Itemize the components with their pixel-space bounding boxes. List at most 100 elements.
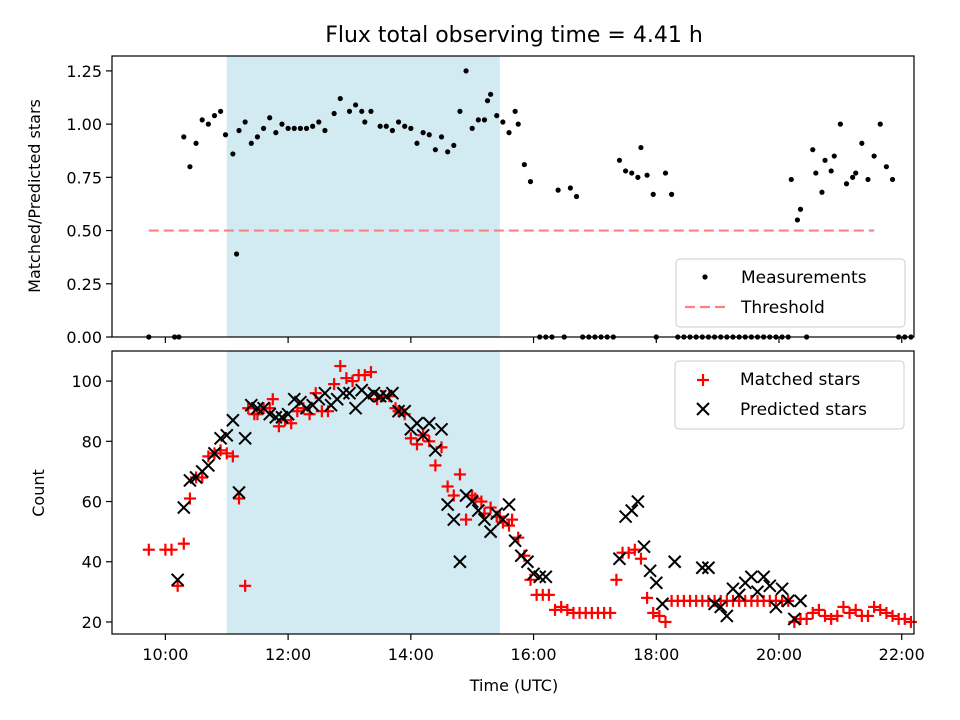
measurement-point: [629, 170, 635, 176]
predicted-star-point: [631, 494, 645, 509]
bottom-shaded-span: [226, 351, 500, 634]
measurement-point: [273, 130, 279, 136]
matched-star-point: [142, 543, 155, 556]
matched-star-point: [880, 606, 893, 619]
matched-star-point: [868, 600, 881, 613]
measurement-point: [457, 108, 463, 114]
measurement-point: [488, 91, 494, 97]
legend-threshold-label: Threshold: [740, 298, 825, 318]
top-y-tick-label: 0.75: [66, 168, 102, 187]
measurement-point: [310, 123, 316, 129]
measurement-point: [527, 178, 534, 185]
measurement-point: [567, 185, 573, 191]
measurement-point: [850, 174, 856, 180]
measurement-point: [515, 121, 521, 127]
matched-star-point: [340, 372, 353, 385]
measurement-point: [859, 140, 865, 146]
measurement-point: [420, 130, 426, 136]
predicted-star-point: [701, 561, 716, 575]
matched-star-point: [358, 369, 371, 382]
matched-star-point: [659, 615, 672, 628]
matched-star-point: [653, 609, 666, 622]
x-tick-label: 10:00: [142, 645, 188, 664]
measurement-point: [432, 147, 438, 153]
matched-star-point: [831, 609, 844, 622]
measurement-point: [445, 149, 451, 155]
top-y-tick-label: 0.25: [66, 275, 102, 294]
predicted-star-point: [787, 612, 802, 626]
matched-star-point: [346, 375, 359, 388]
bottom-panel: 20 40 60 80 100 10:00 12:00 14:00 16:00 18:00 20:…: [29, 350, 925, 695]
measurement-point: [222, 132, 229, 138]
predicted-star-point: [667, 555, 682, 569]
measurement-point: [218, 108, 224, 114]
measurement-point: [555, 187, 561, 193]
matched-star-point: [272, 420, 285, 433]
measurement-point: [187, 164, 193, 170]
predicted-star-point: [342, 386, 357, 400]
measurement-point: [788, 176, 794, 183]
bottom-x-ticks: 10:00 12:00 14:00 16:00 18:00 20:00 22:00: [142, 634, 925, 664]
top-y-axis-label: Matched/Predicted stars: [25, 99, 44, 293]
predicted-star-point: [397, 404, 412, 418]
predicted-star-point: [655, 597, 670, 611]
measurement-point: [822, 157, 828, 163]
measurement-point: [644, 172, 650, 178]
matched-star-point: [453, 468, 466, 481]
predicted-star-point: [422, 416, 436, 430]
matched-star-point: [364, 366, 377, 379]
predicted-star-point: [177, 500, 191, 515]
top-legend: Measurements Threshold: [675, 258, 906, 328]
x-tick-label: 18:00: [633, 645, 679, 664]
measurement-point: [346, 108, 353, 114]
legend-measurements-label: Measurements: [741, 268, 867, 288]
matched-star-point: [886, 609, 899, 622]
predicted-star-point: [232, 485, 246, 500]
measurement-point: [622, 168, 629, 174]
predicted-star-point: [643, 564, 657, 578]
predicted-star-point: [695, 561, 710, 575]
matched-star-point: [429, 459, 442, 472]
measurement-point: [303, 125, 310, 131]
measurement-point: [506, 130, 512, 136]
predicted-star-point: [612, 552, 627, 566]
measurement-point: [389, 127, 396, 134]
top-y-tick-label: 0.50: [66, 222, 102, 241]
matched-star-point: [171, 579, 184, 592]
legend-measurements-marker: [702, 274, 708, 280]
predicted-star-point: [453, 555, 467, 569]
x-tick-label: 14:00: [388, 645, 434, 664]
matched-star-point: [291, 405, 304, 418]
measurement-point: [291, 125, 297, 131]
measurement-point: [233, 251, 240, 257]
matched-star-point: [165, 543, 178, 556]
measurement-point: [242, 119, 248, 125]
predicted-star-point: [781, 594, 795, 608]
legend-predicted-marker: [696, 402, 710, 416]
measurement-point: [794, 217, 801, 223]
measurement-point: [316, 119, 322, 125]
bottom-y-tick-label: 40: [82, 553, 102, 572]
matched-star-point: [233, 492, 246, 505]
predicted-stars-points: [170, 383, 808, 626]
measurement-point: [211, 113, 218, 119]
matched-star-point: [604, 606, 617, 619]
measurement-point: [260, 125, 267, 131]
measurement-point: [426, 132, 432, 138]
bottom-y-axis-label: Count: [29, 469, 48, 517]
predicted-star-point: [793, 594, 808, 608]
matched-star-point: [800, 612, 813, 625]
measurement-point: [853, 170, 859, 176]
measurement-point: [616, 157, 623, 163]
top-panel: 0.00 0.25 0.50 0.75 1.00 1.25 Matched/Predict…: [25, 55, 915, 347]
measurement-point: [248, 140, 254, 146]
measurement-point: [871, 153, 877, 159]
predicted-star-point: [744, 570, 759, 584]
measurement-point: [883, 164, 889, 170]
predicted-star-point: [447, 512, 461, 527]
measurement-point: [889, 176, 896, 183]
measurement-point: [193, 140, 199, 146]
x-axis-label: Time (UTC): [469, 676, 558, 695]
measurement-point: [297, 125, 303, 131]
